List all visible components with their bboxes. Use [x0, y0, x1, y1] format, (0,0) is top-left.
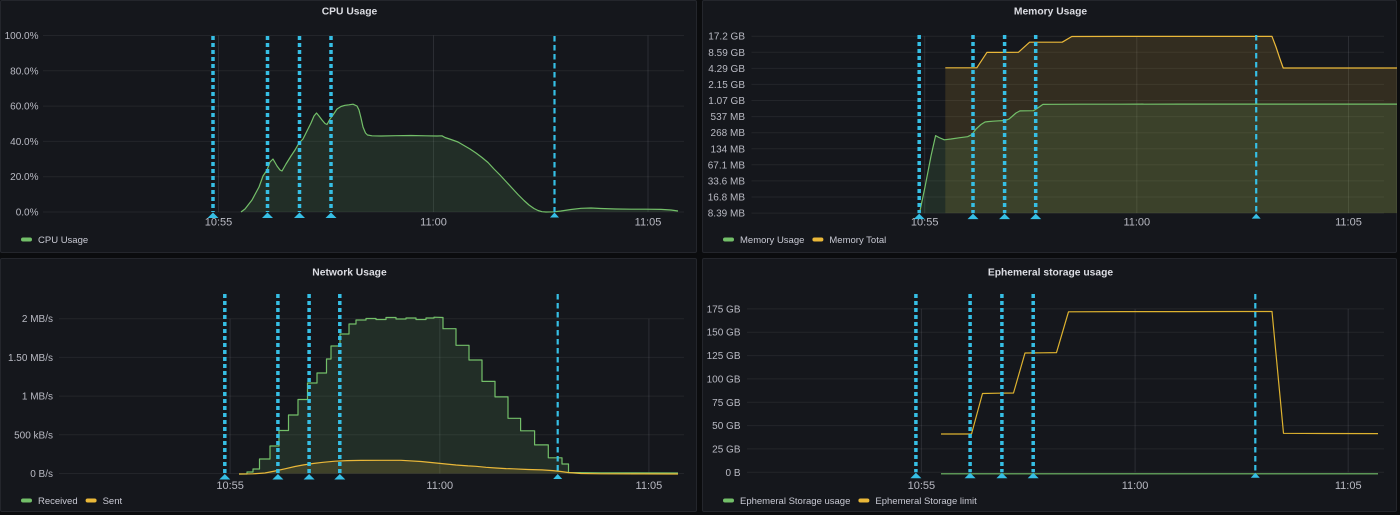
svg-text:134 MB: 134 MB	[711, 144, 746, 155]
svg-text:100 GB: 100 GB	[707, 374, 741, 385]
svg-text:Ephemeral Storage limit: Ephemeral Storage limit	[875, 496, 977, 507]
svg-text:50 GB: 50 GB	[712, 421, 741, 432]
svg-text:125 GB: 125 GB	[707, 351, 741, 362]
svg-text:150 GB: 150 GB	[707, 328, 741, 339]
svg-text:33.6 MB: 33.6 MB	[708, 176, 746, 187]
svg-text:Ephemeral storage usage: Ephemeral storage usage	[988, 268, 1114, 279]
svg-text:CPU Usage: CPU Usage	[322, 7, 378, 18]
svg-text:268 MB: 268 MB	[711, 128, 746, 139]
svg-text:2 MB/s: 2 MB/s	[22, 314, 53, 325]
svg-text:2.15 GB: 2.15 GB	[708, 80, 745, 91]
svg-text:25 GB: 25 GB	[712, 444, 741, 455]
svg-text:8.59 GB: 8.59 GB	[708, 48, 745, 59]
svg-text:100.0%: 100.0%	[5, 31, 39, 42]
svg-text:0 B: 0 B	[725, 468, 740, 479]
svg-text:60.0%: 60.0%	[10, 102, 38, 113]
svg-text:537 MB: 537 MB	[711, 112, 746, 123]
svg-text:1 MB/s: 1 MB/s	[22, 392, 53, 403]
svg-text:Sent: Sent	[103, 496, 123, 507]
svg-text:8.39 MB: 8.39 MB	[708, 209, 746, 220]
svg-text:11:00: 11:00	[426, 480, 453, 492]
svg-text:11:00: 11:00	[1123, 217, 1150, 229]
svg-text:0.0%: 0.0%	[16, 208, 39, 219]
svg-text:11:00: 11:00	[420, 217, 447, 229]
svg-text:11:05: 11:05	[1335, 217, 1362, 229]
svg-text:1.07 GB: 1.07 GB	[708, 96, 745, 107]
svg-text:20.0%: 20.0%	[10, 172, 38, 183]
svg-text:11:00: 11:00	[1122, 480, 1149, 492]
svg-text:4.29 GB: 4.29 GB	[708, 64, 745, 75]
svg-text:500 kB/s: 500 kB/s	[14, 430, 53, 441]
svg-text:CPU Usage: CPU Usage	[38, 235, 88, 246]
svg-text:10:55: 10:55	[205, 217, 233, 229]
svg-text:Ephemeral Storage usage: Ephemeral Storage usage	[740, 496, 850, 507]
svg-text:67.1 MB: 67.1 MB	[708, 160, 746, 171]
svg-text:10:55: 10:55	[216, 480, 244, 492]
svg-text:Network Usage: Network Usage	[312, 268, 387, 279]
svg-text:40.0%: 40.0%	[10, 137, 38, 148]
svg-text:16.8 MB: 16.8 MB	[708, 193, 746, 204]
svg-text:175 GB: 175 GB	[707, 304, 741, 315]
svg-text:17.2 GB: 17.2 GB	[708, 32, 745, 43]
svg-text:10:55: 10:55	[911, 217, 939, 229]
svg-text:80.0%: 80.0%	[10, 66, 38, 77]
svg-text:Memory Total: Memory Total	[829, 235, 886, 246]
svg-text:11:05: 11:05	[1335, 480, 1362, 492]
svg-text:11:05: 11:05	[635, 217, 662, 229]
svg-text:10:55: 10:55	[908, 480, 936, 492]
svg-text:Memory Usage: Memory Usage	[1014, 7, 1088, 18]
svg-text:75 GB: 75 GB	[712, 398, 741, 409]
svg-text:0 B/s: 0 B/s	[30, 469, 53, 480]
svg-text:Memory Usage: Memory Usage	[740, 235, 804, 246]
svg-text:Received: Received	[38, 496, 78, 507]
svg-text:1.50 MB/s: 1.50 MB/s	[8, 353, 53, 364]
svg-text:11:05: 11:05	[636, 480, 663, 492]
